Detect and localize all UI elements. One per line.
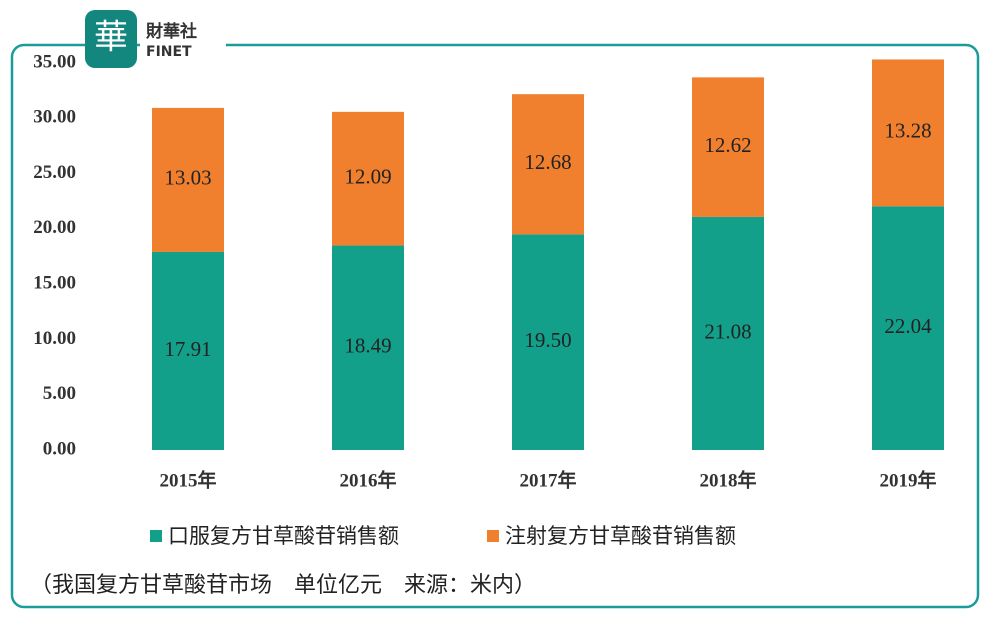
legend-label: 口服复方甘草酸苷销售额 xyxy=(168,524,399,548)
y-tick-label: 5.00 xyxy=(43,383,76,404)
x-tick-label: 2019年 xyxy=(879,468,936,491)
bar-segment xyxy=(152,107,224,252)
legend-swatch xyxy=(487,530,499,542)
data-label: 12.09 xyxy=(344,165,391,189)
caption: （我国复方甘草酸苷市场 单位亿元 来源：米内） xyxy=(30,573,536,598)
x-tick-label: 2018年 xyxy=(699,468,756,491)
data-label: 12.62 xyxy=(704,133,751,157)
data-label: 21.08 xyxy=(704,319,751,343)
frame xyxy=(10,43,980,609)
bar-segment xyxy=(692,216,764,450)
logo-bg xyxy=(140,22,226,62)
y-tick-label: 20.00 xyxy=(33,217,76,238)
y-tick-label: 0.00 xyxy=(43,438,76,459)
bar-segment xyxy=(512,94,584,235)
data-label: 18.49 xyxy=(344,334,391,358)
data-label: 22.04 xyxy=(884,314,932,338)
legend-swatch xyxy=(150,530,162,542)
y-tick-label: 30.00 xyxy=(33,107,76,128)
legend-label: 注射复方甘草酸苷销售额 xyxy=(505,524,736,548)
bar-segment xyxy=(692,77,764,217)
logo-mark xyxy=(85,10,137,68)
data-label: 12.68 xyxy=(524,150,571,174)
y-tick-label: 35.00 xyxy=(33,51,76,72)
x-tick-label: 2015年 xyxy=(159,468,216,491)
x-tick-label: 2017年 xyxy=(519,468,576,491)
data-label: 13.28 xyxy=(884,119,931,143)
x-tick-label: 2016年 xyxy=(339,468,396,491)
y-tick-label: 15.00 xyxy=(33,273,76,294)
bar-segment xyxy=(332,111,404,246)
logo-glyph: 華 xyxy=(94,18,128,58)
bar-segment xyxy=(512,234,584,450)
data-label: 19.50 xyxy=(524,328,571,352)
data-label: 17.91 xyxy=(164,337,211,361)
bar-segment xyxy=(152,251,224,450)
y-tick-label: 25.00 xyxy=(33,162,76,183)
bar-segment xyxy=(872,59,944,207)
data-label: 13.03 xyxy=(164,166,211,190)
bar-segment xyxy=(332,245,404,450)
logo-sub: FINET xyxy=(146,44,192,60)
logo-name: 財華社 xyxy=(145,21,197,42)
y-tick-label: 10.00 xyxy=(33,328,76,349)
bar-segment xyxy=(872,206,944,450)
